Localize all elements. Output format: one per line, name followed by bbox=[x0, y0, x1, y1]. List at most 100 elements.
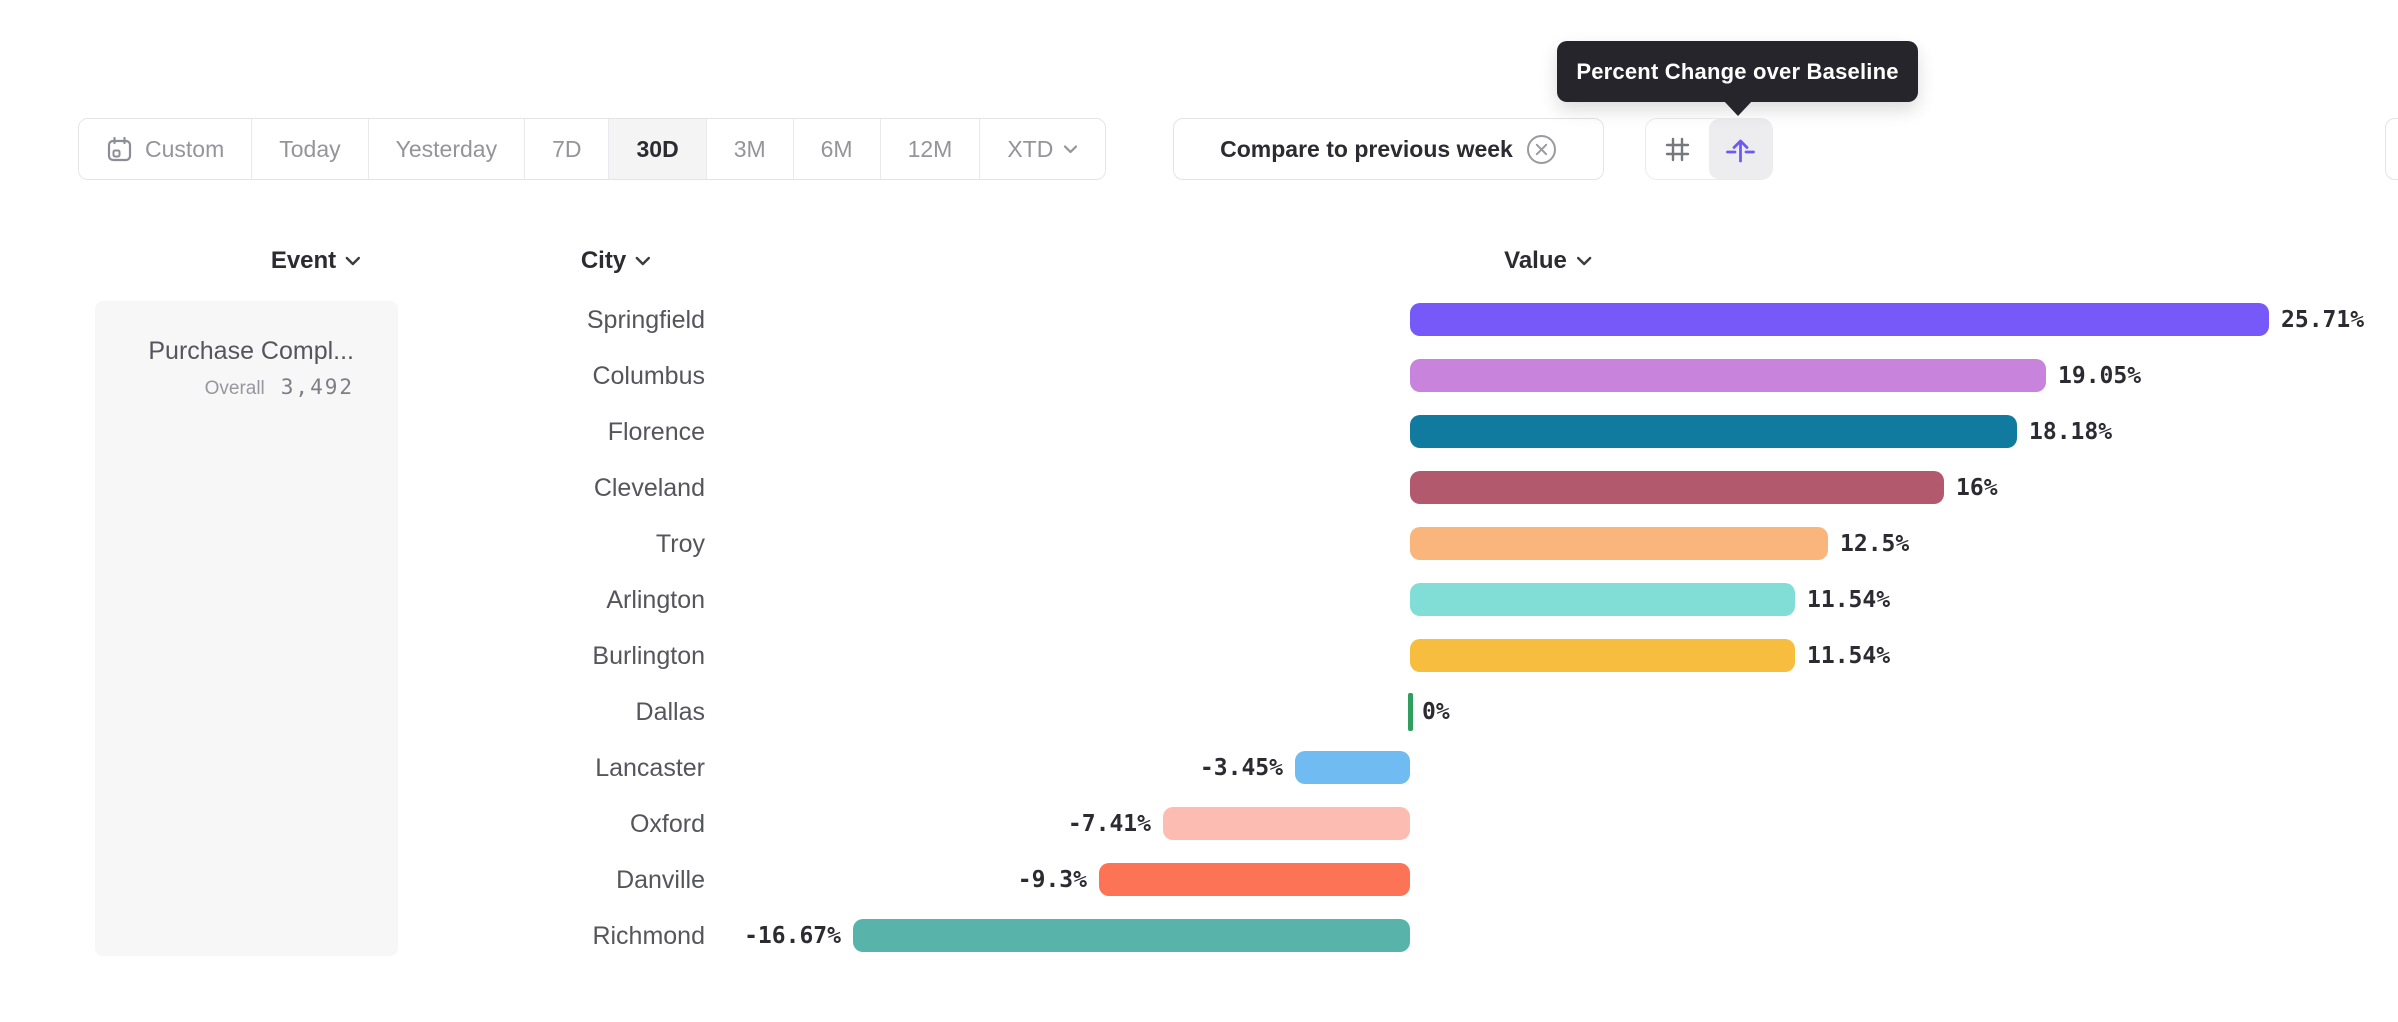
value-header-label: Value bbox=[1504, 247, 1567, 274]
bar-row: Columbus 19.05% bbox=[0, 348, 2398, 404]
tooltip: Percent Change over Baseline bbox=[1557, 41, 1918, 102]
city-label: Florence bbox=[607, 418, 705, 446]
percent-change-button[interactable] bbox=[1709, 119, 1772, 179]
overall-label: Overall bbox=[204, 378, 265, 399]
bar-track: 12.5% bbox=[705, 516, 2398, 572]
date-tab-label: 7D bbox=[552, 135, 582, 162]
city-label: Burlington bbox=[592, 642, 705, 670]
date-range-selector: Custom Today Yesterday 7D 30D 3M 6M 12M XTD bbox=[78, 118, 1107, 180]
bar-chart: Springfield 25.71% Columbus 19.05% Florence 1… bbox=[0, 292, 2398, 964]
date-tab-label: Today bbox=[279, 135, 341, 162]
date-tab-label: 12M bbox=[907, 135, 953, 162]
chevron-down-icon bbox=[345, 256, 361, 266]
city-label: Richmond bbox=[592, 922, 705, 950]
bar-track: -3.45% bbox=[705, 740, 2398, 796]
date-tab-12m[interactable]: 12M bbox=[880, 119, 981, 179]
date-tab-xtd[interactable]: XTD bbox=[980, 119, 1106, 179]
city-label: Oxford bbox=[629, 810, 705, 838]
city-label: Columbus bbox=[592, 362, 705, 390]
bar-row: Danville -9.3% bbox=[0, 852, 2398, 908]
bar[interactable] bbox=[1410, 583, 1795, 616]
date-tab-label: 3M bbox=[733, 135, 766, 162]
bar[interactable] bbox=[1410, 359, 2046, 392]
bar-row: Dallas 0% bbox=[0, 684, 2398, 740]
city-label: Dallas bbox=[635, 698, 705, 726]
bar-track: -9.3% bbox=[705, 852, 2398, 908]
chevron-down-icon bbox=[1063, 144, 1078, 154]
chevron-down-icon bbox=[1576, 256, 1592, 266]
bar-track: 0% bbox=[705, 684, 2398, 740]
bar[interactable] bbox=[1295, 751, 1410, 784]
zero-baseline-tick[interactable] bbox=[1408, 693, 1413, 731]
bar[interactable] bbox=[1099, 863, 1410, 896]
tooltip-caret-icon bbox=[1723, 100, 1753, 116]
bar-value-label: -9.3% bbox=[1017, 867, 1087, 893]
bar-row: Lancaster -3.45% bbox=[0, 740, 2398, 796]
city-label: Lancaster bbox=[595, 754, 705, 782]
column-header-event[interactable]: Event bbox=[271, 247, 361, 275]
tooltip-text: Percent Change over Baseline bbox=[1576, 58, 1899, 84]
compare-chip[interactable]: Compare to previous week bbox=[1173, 118, 1604, 180]
date-tab-3m[interactable]: 3M bbox=[706, 119, 794, 179]
bar-value-label: 25.71% bbox=[2281, 307, 2365, 333]
bar[interactable] bbox=[1410, 471, 1944, 504]
bar-row: Troy 12.5% bbox=[0, 516, 2398, 572]
hash-icon bbox=[1662, 134, 1693, 165]
date-tab-label: Yesterday bbox=[395, 135, 498, 162]
date-tab-custom[interactable]: Custom bbox=[79, 119, 253, 179]
bar-value-label: 12.5% bbox=[1840, 531, 1910, 557]
bar[interactable] bbox=[1163, 807, 1410, 840]
bar-value-label: -3.45% bbox=[1199, 755, 1283, 781]
date-tab-label: XTD bbox=[1007, 135, 1054, 162]
percent-change-icon bbox=[1724, 133, 1757, 166]
bar-value-label: 11.54% bbox=[1807, 587, 1891, 613]
bar-row: Oxford -7.41% bbox=[0, 796, 2398, 852]
bar-track: 11.54% bbox=[705, 572, 2398, 628]
date-tab-label: 30D bbox=[636, 135, 679, 162]
event-name: Purchase Compl... bbox=[148, 337, 354, 365]
city-label: Danville bbox=[616, 866, 705, 894]
bar[interactable] bbox=[1410, 639, 1795, 672]
date-tab-today[interactable]: Today bbox=[252, 119, 369, 179]
date-tab-7d[interactable]: 7D bbox=[525, 119, 610, 179]
city-label: Springfield bbox=[586, 306, 705, 334]
bar-value-label: -16.67% bbox=[744, 923, 841, 949]
bar-row: Florence 18.18% bbox=[0, 404, 2398, 460]
date-tab-label: Custom bbox=[145, 135, 225, 162]
date-tab-30d[interactable]: 30D bbox=[609, 119, 707, 179]
bar-value-label: 11.54% bbox=[1807, 643, 1891, 669]
partial-button[interactable] bbox=[2385, 118, 2398, 180]
city-header-label: City bbox=[580, 247, 627, 274]
bar-track: 25.71% bbox=[705, 292, 2398, 348]
date-tab-yesterday[interactable]: Yesterday bbox=[368, 119, 526, 179]
bar-value-label: 19.05% bbox=[2058, 363, 2142, 389]
bar[interactable] bbox=[1410, 303, 2269, 336]
date-tab-6m[interactable]: 6M bbox=[793, 119, 881, 179]
column-header-value[interactable]: Value bbox=[1504, 247, 1592, 275]
bar-track: -16.67% bbox=[705, 908, 2398, 964]
compare-chip-label: Compare to previous week bbox=[1220, 135, 1513, 162]
bar-value-label: 16% bbox=[1956, 475, 1998, 501]
event-header-label: Event bbox=[270, 247, 337, 274]
overall-value: 3,492 bbox=[280, 375, 354, 399]
bar-value-label: 0% bbox=[1422, 699, 1450, 725]
column-header-city[interactable]: City bbox=[581, 247, 651, 275]
bar-track: 16% bbox=[705, 460, 2398, 516]
bar-track: 11.54% bbox=[705, 628, 2398, 684]
bar-row: Burlington 11.54% bbox=[0, 628, 2398, 684]
view-mode-toggle bbox=[1645, 118, 1773, 180]
event-card[interactable]: Purchase Compl... Overall 3,492 bbox=[95, 301, 398, 956]
bar[interactable] bbox=[1410, 415, 2017, 448]
hash-button[interactable] bbox=[1646, 119, 1709, 179]
bar[interactable] bbox=[853, 919, 1410, 952]
bar-track: -7.41% bbox=[705, 796, 2398, 852]
bar-row: Richmond -16.67% bbox=[0, 908, 2398, 964]
bar[interactable] bbox=[1410, 527, 1828, 560]
date-tab-label: 6M bbox=[820, 135, 853, 162]
bar-row: Cleveland 16% bbox=[0, 460, 2398, 516]
city-label: Arlington bbox=[606, 586, 705, 614]
bar-track: 19.05% bbox=[705, 348, 2398, 404]
bar-row: Springfield 25.71% bbox=[0, 292, 2398, 348]
x-circle-icon[interactable] bbox=[1526, 134, 1557, 165]
